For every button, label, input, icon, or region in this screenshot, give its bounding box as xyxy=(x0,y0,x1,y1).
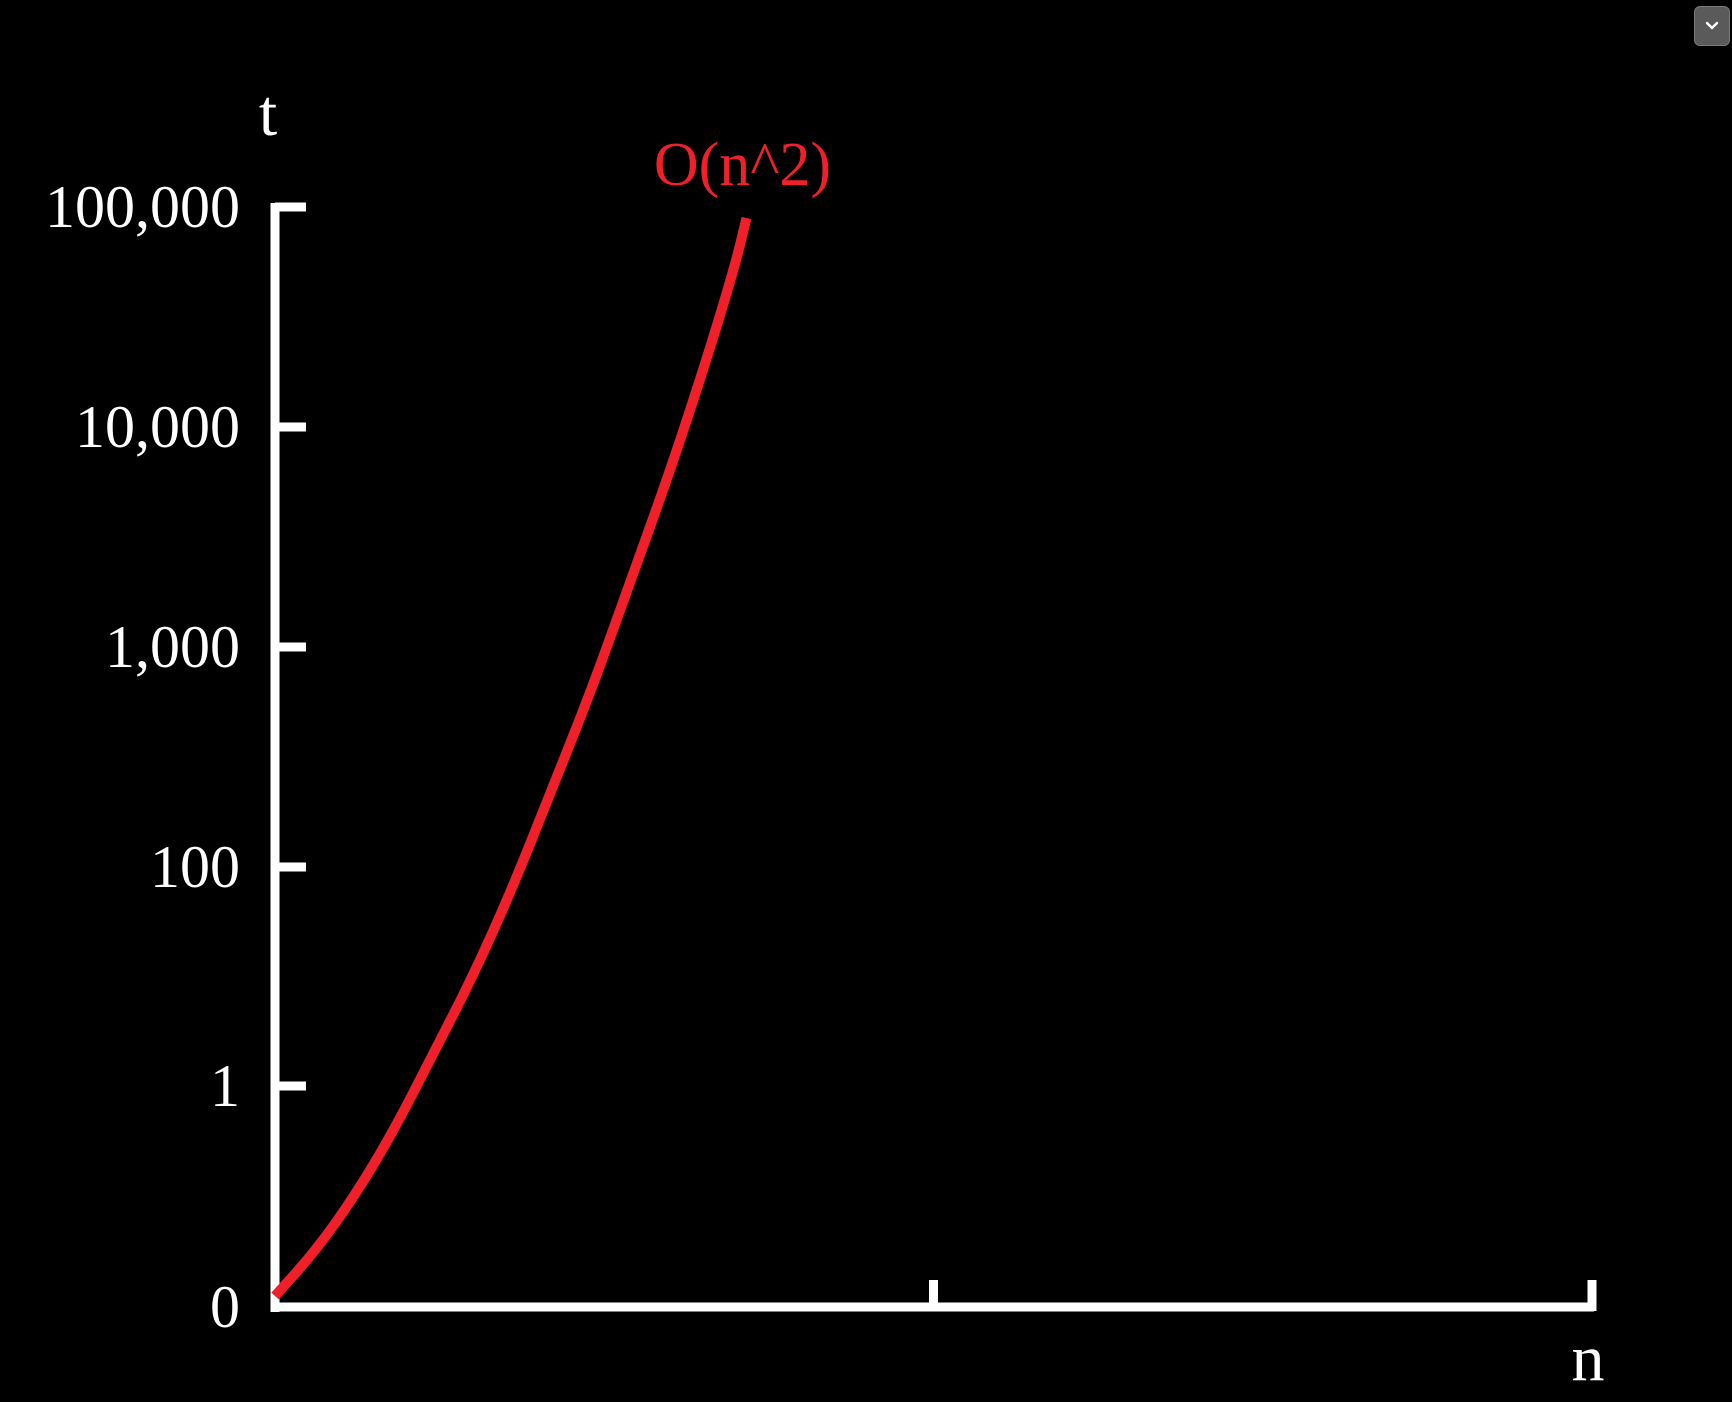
y-tick-labels: 100,000 10,000 1,000 100 1 0 xyxy=(45,174,240,1340)
menu-button[interactable] xyxy=(1694,6,1730,46)
chevron-down-icon xyxy=(1705,21,1719,30)
y-axis-label: t xyxy=(259,77,277,150)
y-tick-label-5: 0 xyxy=(210,1274,240,1340)
series-group: O(n^2) xyxy=(271,131,831,1300)
series-label-0: O(n^2) xyxy=(654,131,831,199)
y-tick-label-3: 100 xyxy=(150,834,240,900)
y-ticks xyxy=(275,202,306,1091)
y-tick-label-4: 1 xyxy=(210,1053,240,1119)
x-ticks xyxy=(929,1280,1597,1311)
y-axis: 100,000 10,000 1,000 100 1 0 xyxy=(45,174,306,1340)
y-tick-label-0: 100,000 xyxy=(45,174,240,240)
x-axis-label: n xyxy=(1572,1322,1605,1395)
y-tick-label-1: 10,000 xyxy=(75,394,240,460)
series-line-0 xyxy=(271,216,752,1300)
x-axis xyxy=(271,1280,1597,1312)
y-tick-label-2: 1,000 xyxy=(105,614,240,680)
